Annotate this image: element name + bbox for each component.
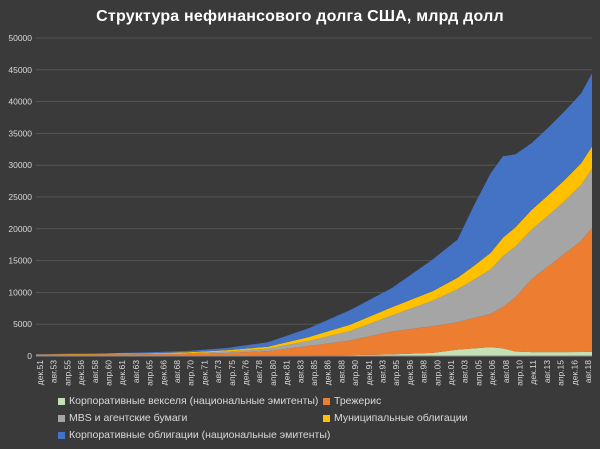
x-tick-label: апр.75 bbox=[227, 360, 237, 386]
y-tick-label: 25000 bbox=[8, 192, 32, 202]
x-tick-label: авг.03 bbox=[460, 360, 470, 383]
x-tick-label: дек.56 bbox=[76, 360, 86, 385]
x-tick-label: авг.98 bbox=[419, 360, 429, 383]
x-tick-label: авг.53 bbox=[49, 360, 59, 383]
series-area-0 bbox=[36, 347, 592, 356]
x-tick-label: авг.13 bbox=[542, 360, 552, 383]
y-tick-label: 40000 bbox=[8, 97, 32, 107]
x-tick-label: апр.95 bbox=[391, 360, 401, 386]
y-tick-label: 5000 bbox=[13, 319, 32, 329]
x-tick-label: дек.11 bbox=[528, 360, 538, 385]
y-tick-label: 20000 bbox=[8, 224, 32, 234]
x-tick-label: авг.58 bbox=[90, 360, 100, 383]
x-tick-label: апр.55 bbox=[62, 360, 72, 386]
legend-swatch bbox=[323, 397, 330, 405]
legend-swatch bbox=[58, 431, 65, 439]
x-tick-label: дек.96 bbox=[405, 360, 415, 385]
legend-item: Корпоративные облигации (национальные эм… bbox=[58, 429, 330, 441]
x-tick-label: апр.85 bbox=[309, 360, 319, 386]
x-tick-label: авг.68 bbox=[172, 360, 182, 383]
x-tick-label: авг.18 bbox=[583, 360, 593, 383]
series-area-4 bbox=[36, 73, 592, 355]
legend-swatch bbox=[58, 414, 65, 422]
legend-swatch bbox=[323, 414, 330, 422]
x-tick-label: дек.06 bbox=[487, 360, 497, 385]
x-tick-label: авг.78 bbox=[254, 360, 264, 383]
x-tick-label: апр.90 bbox=[350, 360, 360, 386]
x-tick-label: дек.66 bbox=[158, 360, 168, 385]
x-tick-label: авг.93 bbox=[378, 360, 388, 383]
x-tick-label: дек.76 bbox=[241, 360, 251, 385]
y-tick-label: 45000 bbox=[8, 65, 32, 75]
x-tick-label: дек.16 bbox=[569, 360, 579, 385]
legend-label: MBS и агентские бумаги bbox=[69, 412, 188, 424]
x-tick-label: дек.91 bbox=[364, 360, 374, 385]
x-tick-label: дек.81 bbox=[282, 360, 292, 385]
chart-title: Структура нефинансового долга США, млрд … bbox=[96, 8, 504, 25]
y-tick-label: 30000 bbox=[8, 160, 32, 170]
x-tick-label: апр.10 bbox=[515, 360, 525, 386]
legend-swatch bbox=[58, 397, 65, 405]
series-area-1 bbox=[36, 227, 592, 356]
x-tick-label: дек.51 bbox=[35, 360, 45, 385]
y-tick-label: 50000 bbox=[8, 33, 32, 43]
legend-item: Корпоративные векселя (национальные эмит… bbox=[58, 395, 318, 407]
x-tick-label: апр.65 bbox=[145, 360, 155, 386]
series-area-2 bbox=[36, 168, 592, 355]
y-tick-label: 10000 bbox=[8, 287, 32, 297]
y-tick-label: 0 bbox=[27, 351, 32, 361]
x-tick-label: апр.80 bbox=[268, 360, 278, 386]
x-tick-label: апр.60 bbox=[104, 360, 114, 386]
x-tick-label: авг.83 bbox=[295, 360, 305, 383]
x-tick-label: авг.08 bbox=[501, 360, 511, 383]
x-tick-label: дек.86 bbox=[323, 360, 333, 385]
x-tick-label: дек.71 bbox=[199, 360, 209, 385]
y-tick-label: 15000 bbox=[8, 256, 32, 266]
legend-label: Трежерис bbox=[334, 395, 382, 407]
x-tick-label: дек.01 bbox=[446, 360, 456, 385]
legend-label: Муниципальные облигации bbox=[334, 412, 468, 424]
legend-item: Трежерис bbox=[323, 395, 381, 407]
x-tick-label: авг.88 bbox=[336, 360, 346, 383]
x-tick-label: апр.15 bbox=[556, 360, 566, 386]
legend-item: Муниципальные облигации bbox=[323, 412, 467, 424]
x-tick-label: авг.63 bbox=[131, 360, 141, 383]
legend-item: MBS и агентские бумаги bbox=[58, 412, 187, 424]
x-tick-label: дек.61 bbox=[117, 360, 127, 385]
legend-label: Корпоративные векселя (национальные эмит… bbox=[69, 395, 319, 407]
x-tick-label: апр.05 bbox=[473, 360, 483, 386]
x-tick-label: апр.70 bbox=[186, 360, 196, 386]
y-tick-label: 35000 bbox=[8, 128, 32, 138]
x-tick-label: авг.73 bbox=[213, 360, 223, 383]
legend-label: Корпоративные облигации (национальные эм… bbox=[69, 429, 331, 441]
x-tick-label: апр.00 bbox=[432, 360, 442, 386]
